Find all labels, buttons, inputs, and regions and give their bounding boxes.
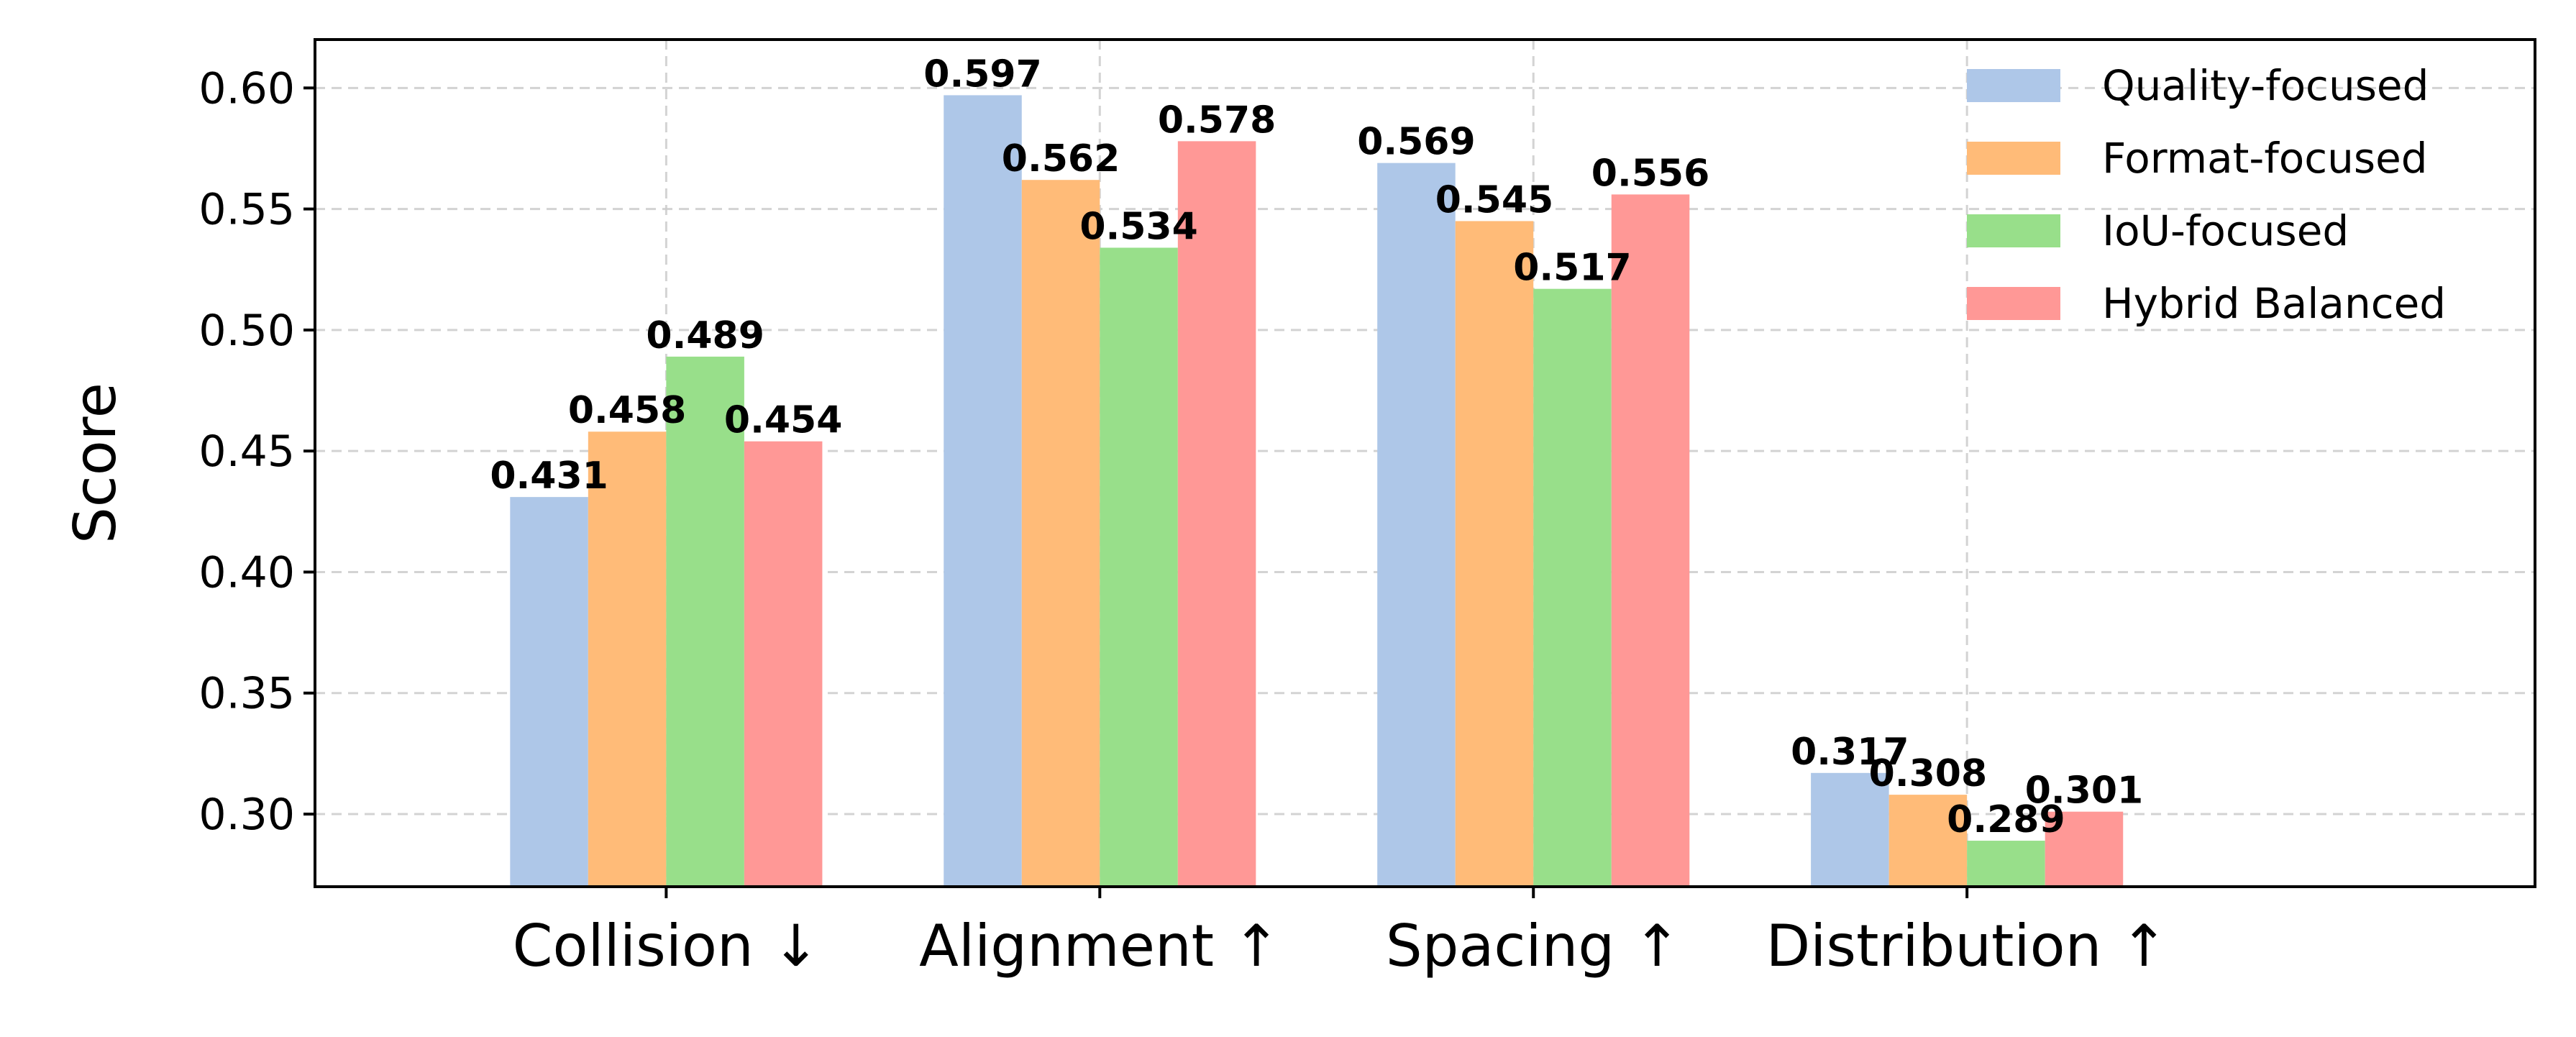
legend-swatch: [1967, 287, 2060, 320]
bar: [1533, 288, 1612, 887]
bar-value-label: 0.517: [1513, 247, 1631, 290]
legend-label: Hybrid Balanced: [2102, 279, 2446, 328]
legend-swatch: [1967, 214, 2060, 247]
bar: [1021, 180, 1100, 887]
bar-value-label: 0.454: [724, 399, 842, 442]
bar: [1888, 795, 1968, 887]
x-tick-label: Alignment ↑: [919, 913, 1280, 979]
bar: [2045, 811, 2124, 887]
bar-value-label: 0.301: [2025, 769, 2143, 813]
y-tick-label: 0.50: [198, 306, 295, 356]
bar-value-label: 0.458: [568, 389, 686, 432]
legend-swatch: [1967, 69, 2060, 102]
legend-swatch: [1967, 142, 2060, 175]
x-tick-label: Spacing ↑: [1386, 913, 1681, 979]
bar-value-label: 0.562: [1002, 137, 1120, 181]
bar-value-label: 0.431: [490, 454, 608, 498]
bar: [744, 441, 823, 887]
bar-value-label: 0.489: [646, 314, 764, 357]
value-labels-layer: 0.431 0.597 0.569 0.317 0.458 0.562 0.545 0.308…: [490, 52, 2143, 841]
bar: [1377, 163, 1456, 887]
bar-value-label: 0.289: [1947, 798, 2065, 841]
bar: [1455, 221, 1534, 887]
bar-value-label: 0.534: [1079, 205, 1197, 248]
bar: [1177, 141, 1256, 887]
plot-frame: [314, 38, 2536, 888]
y-tick-label: 0.35: [198, 669, 295, 719]
y-tick-label: 0.55: [198, 185, 295, 235]
bar: [1611, 194, 1690, 887]
bar-value-label: 0.597: [923, 52, 1041, 96]
y-axis: 0.30 0.35 0.40 0.45 0.50 0.55 0.60: [198, 63, 315, 840]
bar: [944, 95, 1022, 887]
x-axis: Collision ↓ Alignment ↑ Spacing ↑ Distribut…: [513, 887, 2168, 979]
bar-value-label: 0.308: [1869, 752, 1987, 795]
y-tick-label: 0.45: [198, 426, 295, 477]
y-tick-label: 0.30: [198, 790, 295, 840]
bar-value-label: 0.578: [1158, 99, 1276, 142]
x-tick-label: Distribution ↑: [1766, 913, 2168, 979]
bar-value-label: 0.569: [1357, 121, 1475, 164]
bar: [510, 497, 588, 887]
bar: [1811, 772, 1889, 887]
legend-label: Quality-focused: [2102, 61, 2429, 110]
y-tick-label: 0.60: [198, 63, 295, 114]
legend-label: IoU-focused: [2102, 206, 2349, 255]
bar-value-label: 0.317: [1791, 731, 1909, 774]
bar: [1100, 247, 1178, 887]
bar: [1967, 841, 2045, 887]
legend-label: Format-focused: [2102, 134, 2428, 183]
y-tick-label: 0.40: [198, 547, 295, 598]
bar-value-label: 0.556: [1591, 152, 1709, 195]
y-axis-title: Score: [62, 383, 129, 544]
bar: [588, 431, 667, 887]
bars-layer: [510, 95, 2124, 887]
legend: Quality-focused Format-focused IoU-focused…: [1967, 61, 2446, 328]
x-tick-label: Collision ↓: [513, 913, 821, 979]
bar-value-label: 0.545: [1435, 178, 1553, 221]
bar: [666, 356, 744, 887]
